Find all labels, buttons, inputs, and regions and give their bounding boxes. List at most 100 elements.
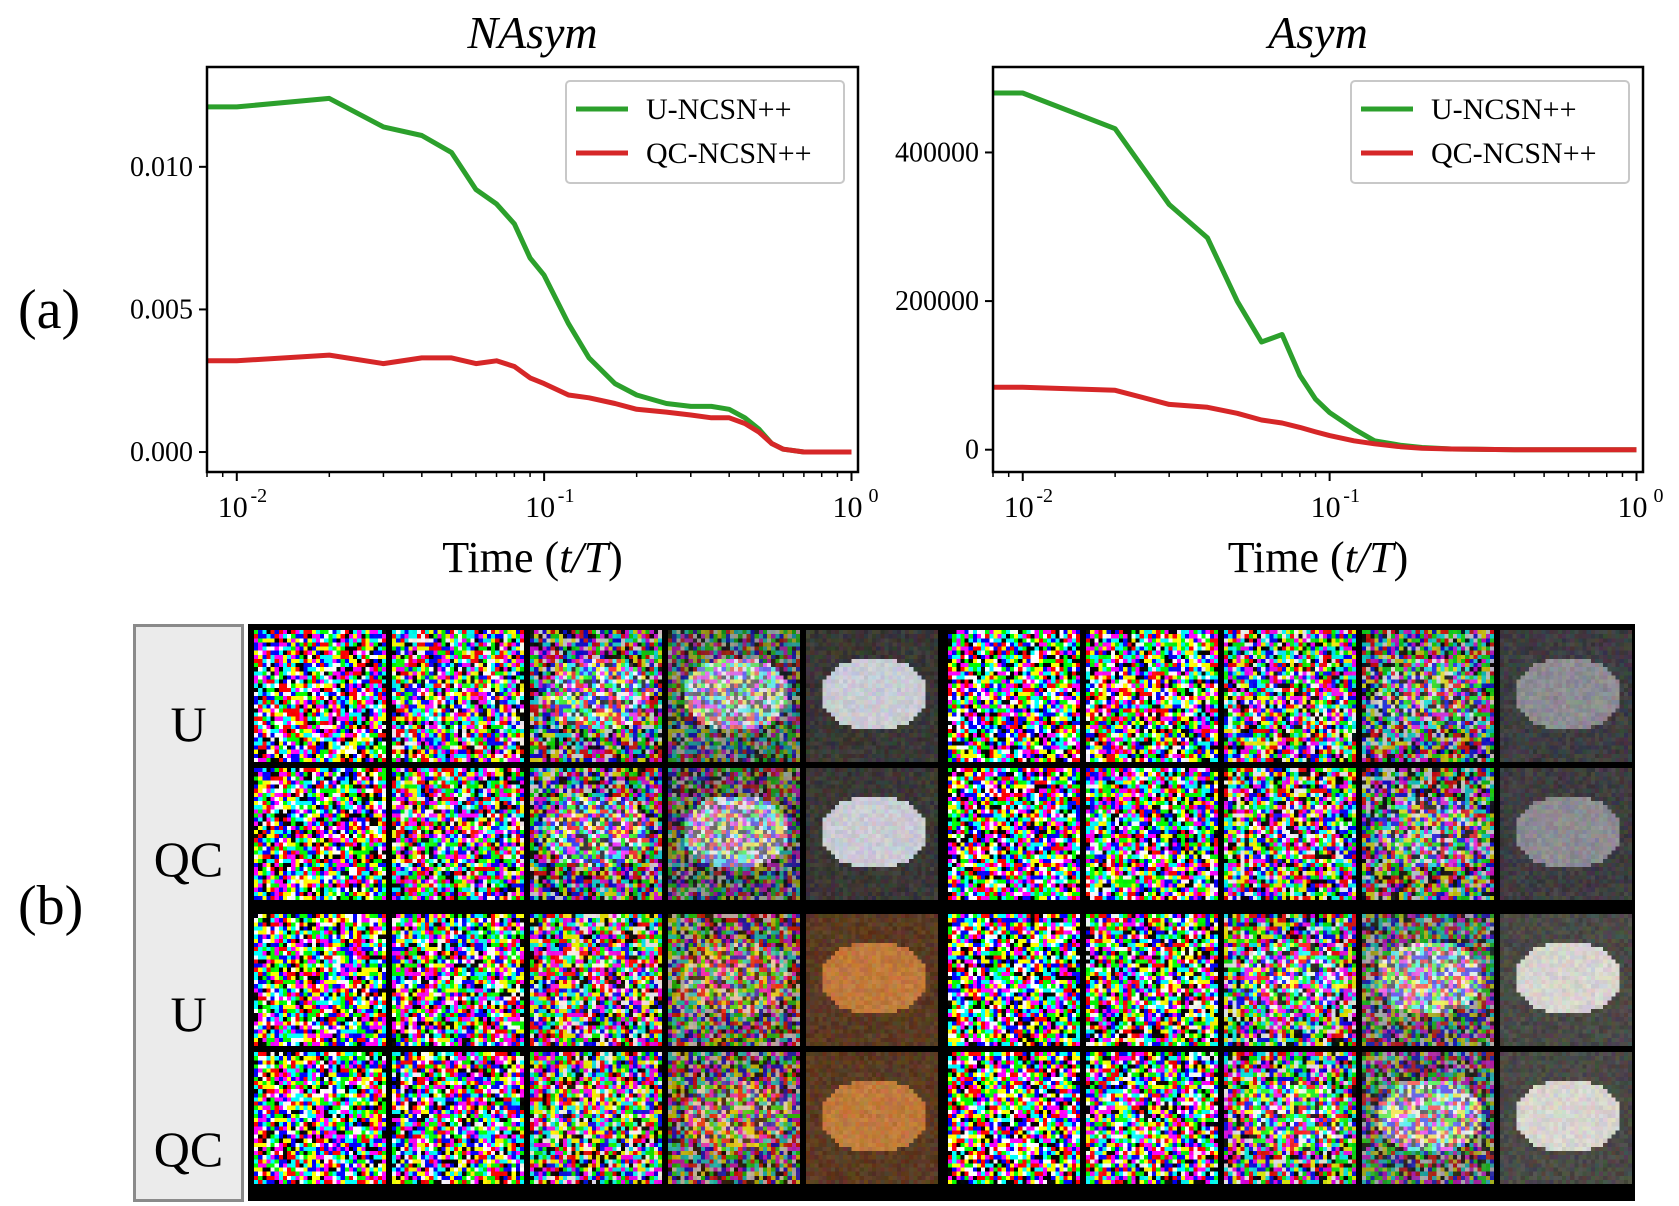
panel-label-b: (b) bbox=[18, 875, 84, 937]
sample-tile bbox=[948, 768, 1080, 900]
sample-image bbox=[1086, 768, 1218, 900]
sample-image-grid bbox=[248, 624, 1635, 1201]
sample-image bbox=[1086, 914, 1218, 1046]
sample-image bbox=[1500, 630, 1632, 762]
sample-tile bbox=[1362, 914, 1494, 1046]
sample-image bbox=[806, 630, 938, 762]
sample-image bbox=[392, 768, 524, 900]
sample-image bbox=[1086, 630, 1218, 762]
sample-image bbox=[392, 914, 524, 1046]
sample-image bbox=[1362, 1052, 1494, 1184]
sample-image bbox=[668, 1052, 800, 1184]
sample-tile bbox=[1224, 630, 1356, 762]
sample-image bbox=[254, 1052, 386, 1184]
row-label-qc-2: QC bbox=[153, 1121, 224, 1177]
asym-xtick-exp-2: 0 bbox=[1653, 485, 1663, 507]
nasym-series-line-1 bbox=[207, 352, 852, 455]
asym-legend-label-1: QC-NCSN++ bbox=[1431, 137, 1597, 170]
asym-series-line-1 bbox=[993, 384, 1637, 453]
nasym-xtick-exp-2: 0 bbox=[868, 485, 878, 507]
sample-image bbox=[1362, 768, 1494, 900]
nasym-xtick-label-2: 10 bbox=[832, 491, 862, 524]
sample-tile bbox=[1086, 630, 1218, 762]
sample-image bbox=[1500, 768, 1632, 900]
sample-image bbox=[530, 630, 662, 762]
nasym-xtick-exp-0: -2 bbox=[250, 485, 267, 507]
sample-image bbox=[806, 914, 938, 1046]
row-label-qc-1: QC bbox=[153, 831, 224, 887]
nasym-xtick-exp-1: -1 bbox=[558, 485, 575, 507]
sample-tile bbox=[530, 1052, 662, 1184]
sample-tile bbox=[1086, 768, 1218, 900]
row-labels-panel: U QC U QC bbox=[133, 624, 244, 1202]
nasym-title: NAsym bbox=[466, 7, 597, 58]
asym-xtick-exp-1: -1 bbox=[1343, 485, 1360, 507]
sample-tile bbox=[254, 914, 386, 1046]
nasym-ytick-label-0: 0.000 bbox=[130, 437, 193, 468]
sample-tile bbox=[254, 768, 386, 900]
panel-label-a: (a) bbox=[18, 279, 81, 341]
sample-image bbox=[392, 1052, 524, 1184]
sample-image bbox=[668, 768, 800, 900]
sample-tile bbox=[392, 768, 524, 900]
asym-title: Asym bbox=[1265, 7, 1368, 58]
sample-tile bbox=[668, 914, 800, 1046]
sample-image bbox=[806, 1052, 938, 1184]
sample-tile bbox=[806, 1052, 938, 1184]
nasym-xlabel: Time (t/T) bbox=[442, 533, 623, 582]
sample-tile bbox=[1500, 914, 1632, 1046]
sample-tile bbox=[1086, 914, 1218, 1046]
sample-image bbox=[668, 914, 800, 1046]
sample-tile bbox=[530, 630, 662, 762]
sample-tile bbox=[1500, 768, 1632, 900]
asym-xtick-label-0: 10 bbox=[1004, 491, 1034, 524]
sample-image bbox=[1086, 1052, 1218, 1184]
sample-tile bbox=[668, 768, 800, 900]
sample-image bbox=[1224, 768, 1356, 900]
row-label-u-1: U bbox=[170, 696, 207, 752]
sample-tile bbox=[806, 914, 938, 1046]
sample-tile bbox=[806, 768, 938, 900]
sample-tile bbox=[948, 630, 1080, 762]
nasym-legend-label-1: QC-NCSN++ bbox=[646, 137, 812, 170]
sample-tile bbox=[1224, 1052, 1356, 1184]
sample-tile bbox=[1500, 1052, 1632, 1184]
sample-image bbox=[948, 768, 1080, 900]
asym-ytick-label-1: 200000 bbox=[895, 286, 979, 317]
row-label-u-2: U bbox=[170, 986, 207, 1042]
sample-tile bbox=[1362, 1052, 1494, 1184]
asym-xtick-label-1: 10 bbox=[1311, 491, 1341, 524]
sample-image bbox=[948, 630, 1080, 762]
sample-image bbox=[1224, 914, 1356, 1046]
asym-ytick-label-0: 0 bbox=[965, 435, 979, 466]
sample-tile bbox=[254, 1052, 386, 1184]
sample-tile bbox=[392, 914, 524, 1046]
nasym-legend-label-0: U-NCSN++ bbox=[646, 93, 792, 126]
sample-image bbox=[948, 1052, 1080, 1184]
sample-image bbox=[1362, 630, 1494, 762]
nasym-xtick-label-0: 10 bbox=[218, 491, 248, 524]
nasym-ytick-label-2: 0.010 bbox=[130, 152, 193, 183]
sample-tile bbox=[1224, 914, 1356, 1046]
sample-tile bbox=[1086, 1052, 1218, 1184]
sample-tile bbox=[948, 914, 1080, 1046]
nasym-axes-frame bbox=[205, 65, 860, 474]
sample-image bbox=[254, 768, 386, 900]
sample-image bbox=[392, 630, 524, 762]
sample-image bbox=[1500, 914, 1632, 1046]
asym-axes-frame bbox=[991, 65, 1645, 474]
asym-legend-box bbox=[1350, 80, 1630, 184]
asym-legend-label-0: U-NCSN++ bbox=[1431, 93, 1577, 126]
sample-tile bbox=[1362, 768, 1494, 900]
sample-image bbox=[668, 630, 800, 762]
sample-image bbox=[254, 914, 386, 1046]
nasym-xtick-label-1: 10 bbox=[525, 491, 555, 524]
asym-xlabel: Time (t/T) bbox=[1228, 533, 1409, 582]
sample-image bbox=[1500, 1052, 1632, 1184]
sample-tile bbox=[948, 1052, 1080, 1184]
sample-image bbox=[254, 630, 386, 762]
sample-tile bbox=[392, 630, 524, 762]
asym-ytick-label-2: 400000 bbox=[895, 137, 979, 168]
sample-image bbox=[1362, 914, 1494, 1046]
